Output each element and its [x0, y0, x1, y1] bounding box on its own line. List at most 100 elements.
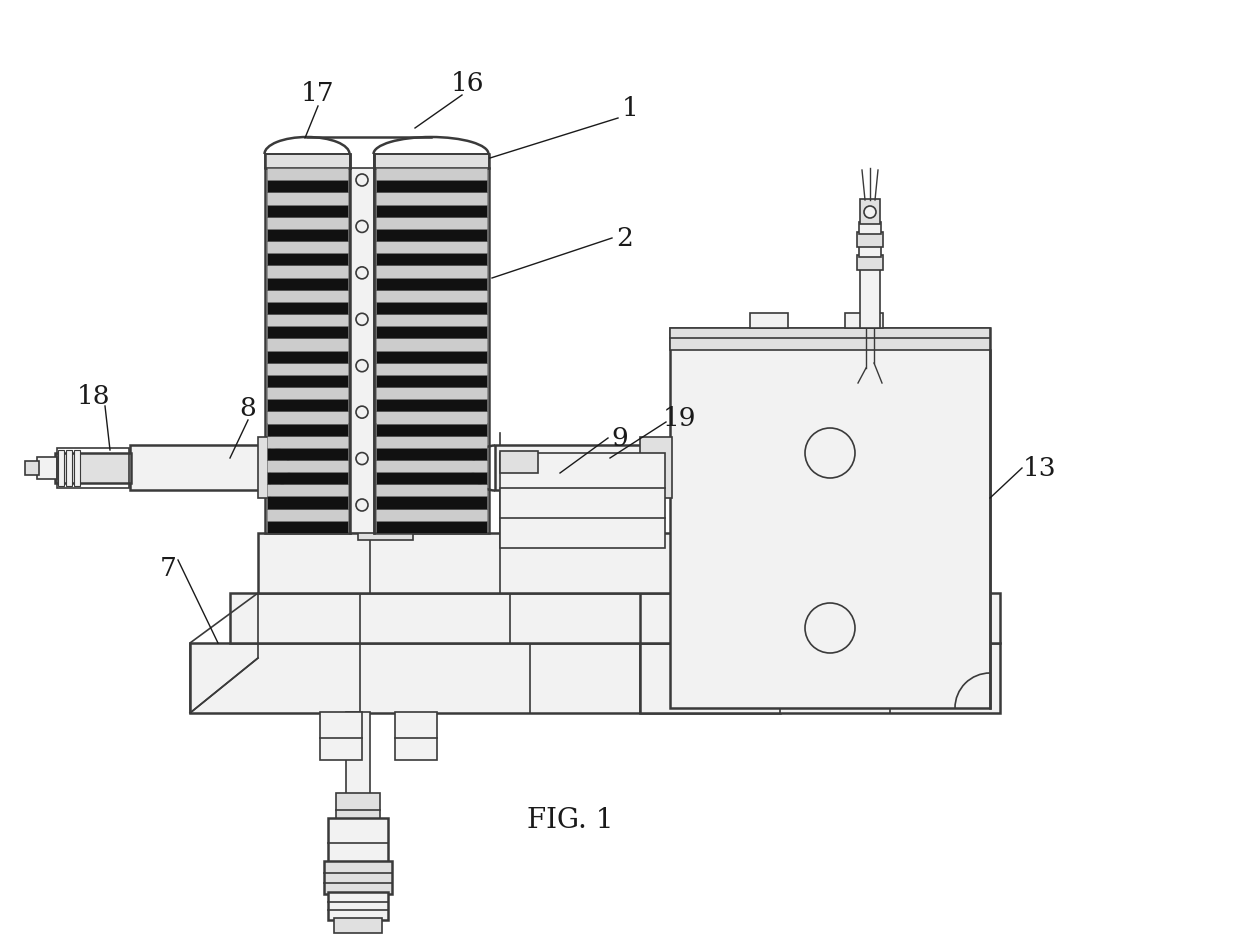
Bar	[376, 339, 487, 351]
Bar	[57, 448, 129, 488]
Bar	[267, 496, 348, 508]
Bar	[376, 180, 487, 192]
Bar	[376, 278, 487, 290]
Bar	[267, 326, 348, 339]
Bar	[500, 451, 538, 473]
Bar	[267, 508, 348, 521]
Bar	[190, 643, 780, 713]
Bar	[376, 496, 487, 508]
Bar	[670, 328, 990, 350]
Bar	[376, 375, 487, 387]
Bar	[376, 302, 487, 314]
Bar	[267, 484, 348, 496]
Bar	[130, 445, 267, 490]
Bar	[267, 204, 348, 217]
Bar	[376, 423, 487, 435]
Bar	[267, 351, 348, 363]
Bar	[267, 302, 348, 314]
Bar	[267, 472, 348, 484]
Text: FIG. 1: FIG. 1	[527, 807, 614, 834]
Bar	[258, 437, 270, 498]
Bar	[640, 643, 999, 713]
Bar	[376, 472, 487, 484]
Bar	[376, 484, 487, 496]
Text: 1: 1	[621, 96, 639, 120]
Bar	[376, 314, 487, 326]
Bar	[267, 387, 348, 400]
Circle shape	[356, 313, 368, 325]
Bar	[267, 217, 348, 229]
Bar	[859, 245, 880, 257]
Bar	[267, 423, 348, 435]
Bar	[267, 375, 348, 387]
Bar	[37, 457, 57, 479]
Circle shape	[805, 428, 856, 478]
Bar	[861, 199, 880, 224]
Bar	[495, 445, 660, 490]
Bar	[844, 313, 883, 328]
Bar	[267, 314, 348, 326]
Bar	[358, 518, 413, 540]
Bar	[374, 168, 489, 533]
Bar	[376, 508, 487, 521]
Bar	[267, 400, 348, 412]
Bar	[857, 232, 883, 247]
Bar	[376, 217, 487, 229]
Bar	[376, 229, 487, 241]
Bar	[267, 229, 348, 241]
Bar	[74, 450, 81, 486]
Text: 17: 17	[301, 81, 335, 105]
Bar	[267, 278, 348, 290]
Text: 9: 9	[611, 426, 629, 450]
Bar	[750, 313, 787, 328]
Bar	[329, 818, 388, 863]
Bar	[267, 180, 348, 192]
Bar	[265, 154, 350, 168]
Text: 18: 18	[76, 384, 110, 409]
Bar	[58, 450, 64, 486]
Bar	[258, 533, 678, 593]
Bar	[267, 435, 348, 447]
Bar	[376, 265, 487, 278]
Bar	[396, 712, 436, 760]
Bar	[640, 437, 672, 498]
Bar	[55, 453, 131, 483]
Bar	[346, 712, 370, 795]
Circle shape	[356, 266, 368, 279]
Bar	[376, 168, 487, 180]
Bar	[376, 363, 487, 375]
Bar	[376, 290, 487, 302]
Bar	[376, 192, 487, 204]
Bar	[267, 168, 348, 180]
Bar	[25, 461, 38, 475]
Bar	[376, 435, 487, 447]
Bar	[640, 593, 999, 643]
Bar	[66, 450, 72, 486]
Circle shape	[805, 603, 856, 653]
Bar	[376, 412, 487, 423]
Bar	[374, 154, 489, 168]
Bar	[376, 460, 487, 472]
Bar	[859, 222, 880, 234]
Bar	[376, 521, 487, 533]
Circle shape	[356, 359, 368, 371]
Bar	[265, 168, 350, 533]
Bar	[376, 351, 487, 363]
Bar	[267, 253, 348, 265]
Circle shape	[864, 206, 875, 218]
Circle shape	[356, 406, 368, 418]
Bar	[336, 793, 379, 820]
Bar	[324, 861, 392, 894]
Bar	[670, 328, 990, 708]
Bar	[267, 363, 348, 375]
Bar	[267, 412, 348, 423]
Bar	[320, 712, 362, 760]
Bar	[267, 265, 348, 278]
Bar	[500, 453, 665, 548]
Circle shape	[356, 499, 368, 511]
Bar	[376, 253, 487, 265]
Bar	[334, 918, 382, 933]
Bar	[267, 339, 348, 351]
Bar	[861, 268, 880, 328]
Bar	[267, 290, 348, 302]
